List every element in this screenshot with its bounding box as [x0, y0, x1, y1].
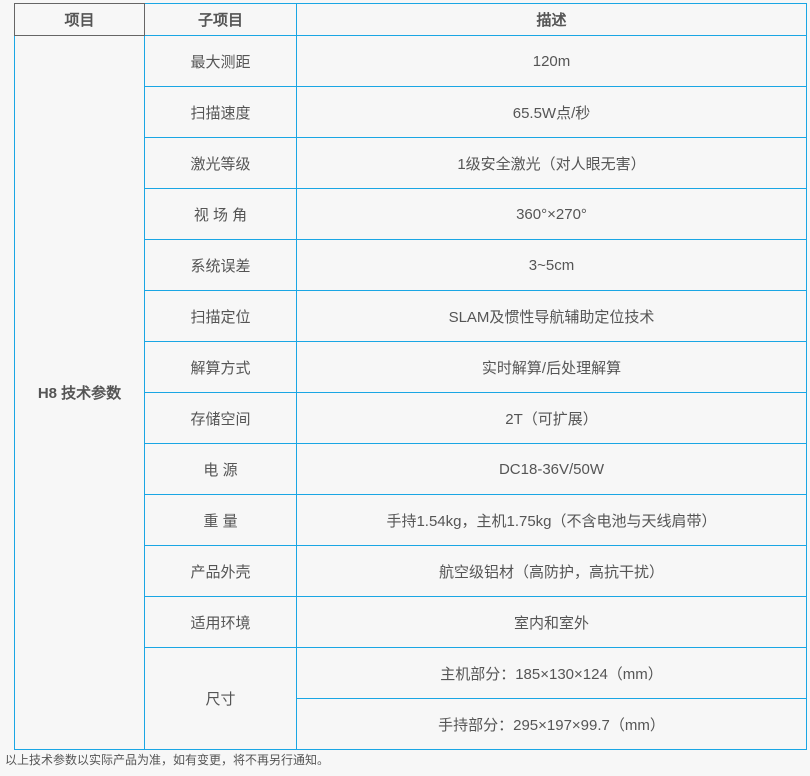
- description-cell: 2T（可扩展）: [296, 392, 807, 444]
- spec-table: 项目 子项目 描述 H8 技术参数 最大测距 120m 扫描速度 65.5W点/秒 激光等…: [14, 3, 807, 750]
- description-cell: 手持1.54kg，主机1.75kg（不含电池与天线肩带）: [296, 494, 807, 546]
- subitem-cell: 扫描速度: [144, 86, 297, 138]
- table-row: 视 场 角 360°×270°: [15, 188, 807, 240]
- subitem-cell: 解算方式: [144, 341, 297, 393]
- description-cell: SLAM及惯性导航辅助定位技术: [296, 290, 807, 342]
- header-item: 项目: [14, 3, 145, 36]
- description-cell: 360°×270°: [296, 188, 807, 240]
- header-row: 项目 子项目 描述: [14, 3, 807, 36]
- table-row: 产品外壳 航空级铝材（高防护，高抗干扰）: [15, 545, 807, 597]
- table-row: 尺寸 主机部分：185×130×124（mm）: [15, 647, 807, 750]
- table-row: 扫描定位 SLAM及惯性导航辅助定位技术: [15, 290, 807, 342]
- description-cell: 手持部分：295×197×99.7（mm）: [296, 698, 807, 750]
- description-cell: 65.5W点/秒: [296, 86, 807, 138]
- description-cell: 实时解算/后处理解算: [296, 341, 807, 393]
- table-row: 扫描速度 65.5W点/秒: [15, 86, 807, 138]
- subitem-cell: 存储空间: [144, 392, 297, 444]
- subitem-cell: 电 源: [144, 443, 297, 495]
- subitem-cell: 适用环境: [144, 596, 297, 648]
- description-cell: 120m: [296, 35, 807, 87]
- description-cell: DC18-36V/50W: [296, 443, 807, 495]
- table-row: 存储空间 2T（可扩展）: [15, 392, 807, 444]
- subitem-cell: 最大测距: [144, 35, 297, 87]
- header-subitem: 子项目: [144, 3, 297, 36]
- group-cell: H8 技术参数: [14, 35, 145, 750]
- table-row: 电 源 DC18-36V/50W: [15, 443, 807, 495]
- subitem-cell: 系统误差: [144, 239, 297, 291]
- description-cell: 3~5cm: [296, 239, 807, 291]
- table-row: 手持部分：295×197×99.7（mm）: [15, 698, 807, 750]
- subitem-cell: 扫描定位: [144, 290, 297, 342]
- subitem-cell: 产品外壳: [144, 545, 297, 597]
- subitem-cell: 重 量: [144, 494, 297, 546]
- description-cell: 室内和室外: [296, 596, 807, 648]
- subitem-cell: 视 场 角: [144, 188, 297, 240]
- header-description: 描述: [296, 3, 807, 36]
- subitem-cell: 激光等级: [144, 137, 297, 189]
- table-row: H8 技术参数 最大测距 120m: [14, 35, 807, 750]
- table-row: 解算方式 实时解算/后处理解算: [15, 341, 807, 393]
- footnote: 以上技术参数以实际产品为准，如有变更，将不再另行通知。: [5, 753, 330, 767]
- table-row: 系统误差 3~5cm: [15, 239, 807, 291]
- table-row: 适用环境 室内和室外: [15, 596, 807, 648]
- description-cell: 航空级铝材（高防护，高抗干扰）: [296, 545, 807, 597]
- table-row: 激光等级 1级安全激光（对人眼无害）: [15, 137, 807, 189]
- subitem-cell: 尺寸: [144, 647, 297, 750]
- description-cell: 1级安全激光（对人眼无害）: [296, 137, 807, 189]
- description-cell: 主机部分：185×130×124（mm）: [296, 647, 807, 699]
